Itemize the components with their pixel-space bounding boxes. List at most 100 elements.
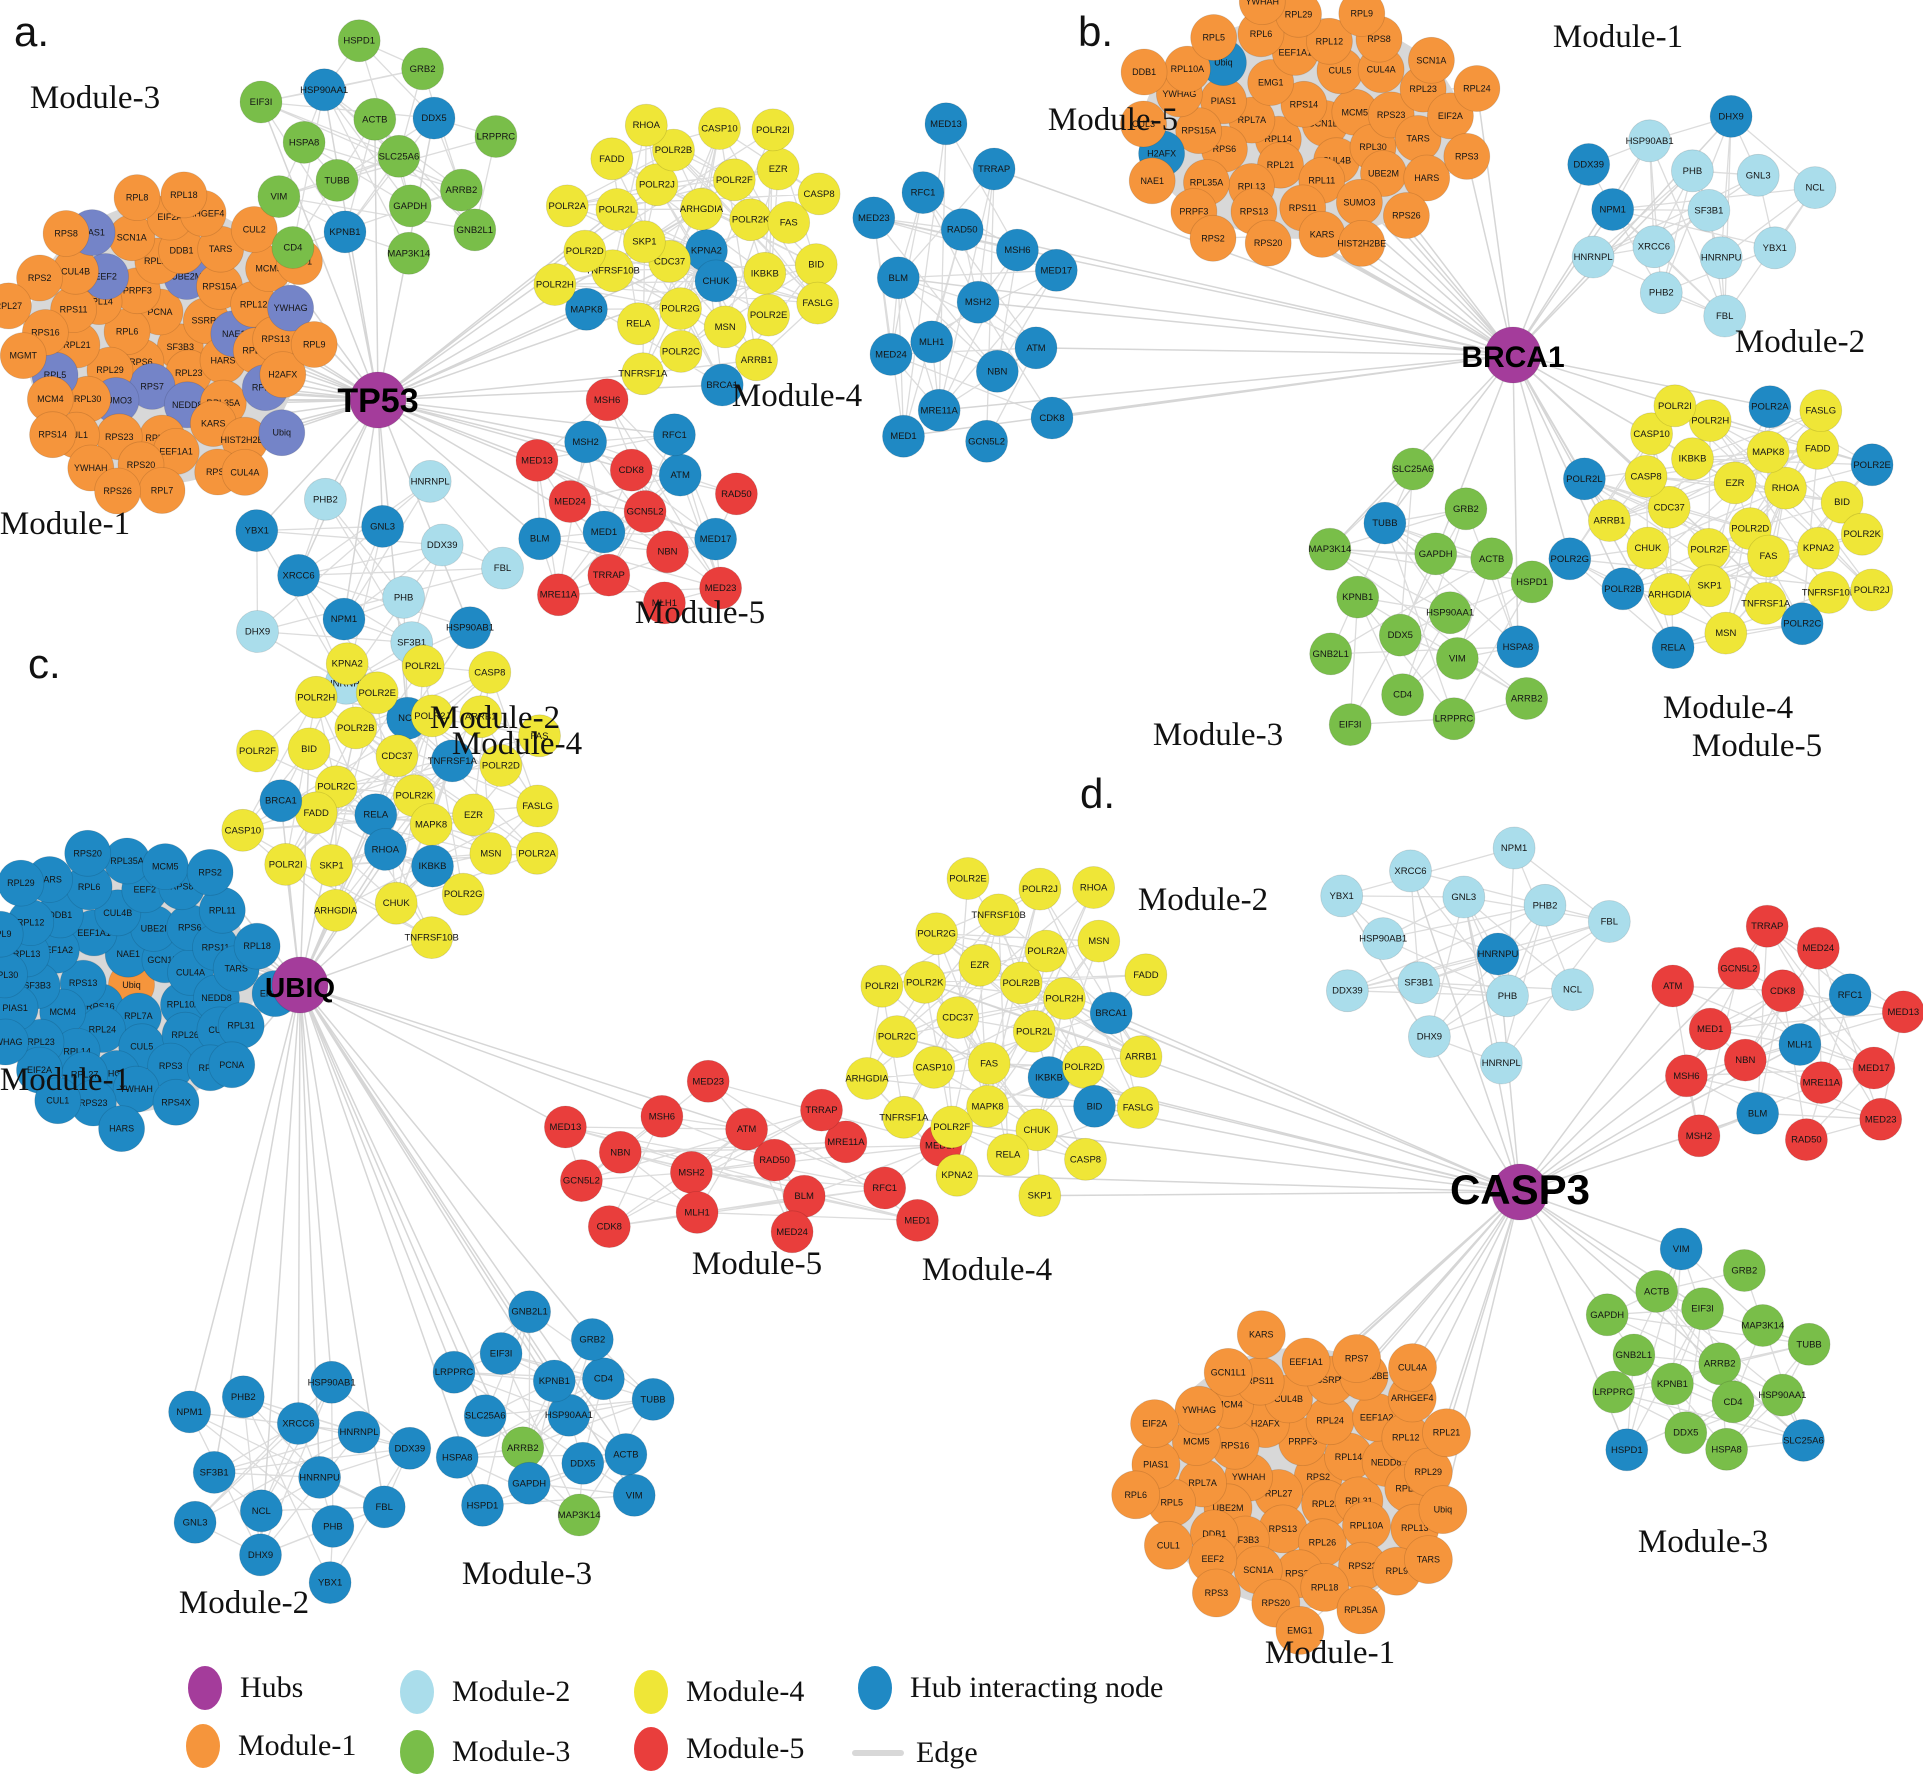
svg-text:GNB2L1: GNB2L1 xyxy=(1312,649,1348,660)
svg-text:MCM5: MCM5 xyxy=(152,862,179,872)
svg-text:EEF1A1: EEF1A1 xyxy=(1279,47,1313,57)
legend-label-hubs: Hubs xyxy=(240,1671,304,1704)
node-RPS2: RPS2 xyxy=(16,254,63,302)
node-MSN: MSN xyxy=(469,832,513,875)
svg-text:RPL6: RPL6 xyxy=(1124,1490,1147,1500)
svg-text:MLH1: MLH1 xyxy=(1787,1040,1812,1051)
svg-text:RPL6: RPL6 xyxy=(1250,29,1273,39)
node-MAPK8: MAPK8 xyxy=(565,287,608,331)
module-label: Module-1 xyxy=(1265,1635,1395,1671)
svg-text:BLM: BLM xyxy=(794,1191,814,1202)
node-FASLG: FASLG xyxy=(1116,1086,1160,1129)
svg-text:HNRNPL: HNRNPL xyxy=(339,1427,378,1438)
node-POLR2I: POLR2I xyxy=(1653,384,1697,428)
node-GCN5L2: GCN5L2 xyxy=(965,419,1008,463)
node-CASP8: CASP8 xyxy=(1064,1137,1107,1181)
svg-text:POLR2E: POLR2E xyxy=(949,874,987,885)
legend-label-hub-interacting-node: Hub interacting node xyxy=(910,1671,1164,1704)
node-DDX39: DDX39 xyxy=(1567,143,1611,186)
svg-text:KPNB1: KPNB1 xyxy=(539,1376,570,1387)
svg-text:MCM4: MCM4 xyxy=(1216,1399,1243,1409)
svg-text:PCNA: PCNA xyxy=(147,307,172,317)
svg-text:POLR2L: POLR2L xyxy=(1566,474,1602,485)
node-DHX9: DHX9 xyxy=(236,610,279,653)
svg-text:HSPD1: HSPD1 xyxy=(467,1500,499,1511)
svg-text:KARS: KARS xyxy=(1310,229,1335,239)
svg-text:RPL30: RPL30 xyxy=(1359,142,1387,152)
node-EZR: EZR xyxy=(756,147,800,191)
svg-text:EIF2A: EIF2A xyxy=(27,1065,52,1075)
svg-text:EEF1A2: EEF1A2 xyxy=(40,945,74,955)
svg-text:HSP90AA1: HSP90AA1 xyxy=(300,85,348,96)
svg-text:CASP8: CASP8 xyxy=(1070,1154,1101,1165)
svg-text:HARS: HARS xyxy=(210,355,235,365)
node-MLH1: MLH1 xyxy=(675,1191,719,1234)
module-label: Module-2 xyxy=(430,700,560,736)
svg-text:MRE11A: MRE11A xyxy=(827,1137,865,1148)
svg-text:POLR2B: POLR2B xyxy=(337,723,375,734)
svg-text:SCN1A: SCN1A xyxy=(1416,55,1446,65)
svg-text:TNFRSF10B: TNFRSF10B xyxy=(405,933,459,944)
svg-text:RPL8: RPL8 xyxy=(126,193,149,203)
svg-text:MED24: MED24 xyxy=(554,497,586,508)
svg-text:CUL4A: CUL4A xyxy=(176,967,205,977)
node-HNRNPL: HNRNPL xyxy=(1479,1041,1523,1085)
svg-text:POLR2G: POLR2G xyxy=(917,929,956,940)
legend-swatch-module3 xyxy=(400,1730,434,1774)
svg-text:SF3B3: SF3B3 xyxy=(167,342,195,352)
node-ARRB2: ARRB2 xyxy=(1505,677,1549,720)
svg-text:VIM: VIM xyxy=(1449,654,1466,665)
node-CASP10: CASP10 xyxy=(1630,412,1673,456)
svg-text:SLC25A6: SLC25A6 xyxy=(1393,464,1434,475)
svg-text:HIST2H2BE: HIST2H2BE xyxy=(220,435,269,445)
node-EIF3I: EIF3I xyxy=(1328,703,1372,746)
node-MSN: MSN xyxy=(1077,919,1121,963)
node-MAP3K14: MAP3K14 xyxy=(387,231,431,275)
svg-text:MED24: MED24 xyxy=(875,349,907,360)
svg-text:MAPK8: MAPK8 xyxy=(1752,447,1784,458)
node-EMG1: EMG1 xyxy=(1275,1606,1325,1655)
svg-text:RPL10A: RPL10A xyxy=(167,1000,201,1010)
svg-text:MED1: MED1 xyxy=(591,527,617,538)
svg-text:MSH2: MSH2 xyxy=(678,1167,704,1178)
svg-text:HSP90AA1: HSP90AA1 xyxy=(1758,1390,1806,1401)
node-SF3B1: SF3B1 xyxy=(1687,188,1731,232)
node-RPS14: RPS14 xyxy=(29,411,76,459)
hub-edges xyxy=(188,984,385,1555)
svg-text:MSN: MSN xyxy=(1088,936,1109,947)
svg-text:POLR2K: POLR2K xyxy=(906,977,944,988)
svg-text:MED1: MED1 xyxy=(890,431,916,442)
svg-text:NBN: NBN xyxy=(610,1147,630,1158)
node-RPS3: RPS3 xyxy=(1192,1568,1241,1618)
svg-text:POLR2J: POLR2J xyxy=(1022,884,1058,895)
node-SF3B1: SF3B1 xyxy=(192,1451,236,1494)
svg-text:VIM: VIM xyxy=(1673,1244,1690,1255)
svg-text:MLH1: MLH1 xyxy=(684,1207,709,1218)
svg-text:DDX5: DDX5 xyxy=(1673,1428,1698,1439)
svg-text:MSH2: MSH2 xyxy=(572,437,598,448)
node-MLH1: MLH1 xyxy=(643,581,686,625)
svg-text:MED17: MED17 xyxy=(1858,1063,1890,1074)
node-BID: BID xyxy=(794,243,838,287)
svg-text:CUL4A: CUL4A xyxy=(230,467,259,477)
node-ACTB: ACTB xyxy=(604,1433,648,1476)
svg-text:YBX1: YBX1 xyxy=(318,1578,342,1589)
svg-text:RPL14: RPL14 xyxy=(63,1046,91,1056)
svg-text:MCM5: MCM5 xyxy=(255,264,282,274)
svg-text:RPL35A: RPL35A xyxy=(1344,1605,1378,1615)
node-HNRNPL: HNRNPL xyxy=(337,1410,381,1454)
svg-text:NPM1: NPM1 xyxy=(1501,843,1527,854)
svg-text:MED23: MED23 xyxy=(692,1076,724,1087)
svg-text:FAS: FAS xyxy=(531,731,549,742)
svg-text:POLR2J: POLR2J xyxy=(414,711,450,722)
svg-text:EIF2A: EIF2A xyxy=(1142,1419,1167,1429)
node-POLR2F: POLR2F xyxy=(930,1105,974,1149)
node-VIM: VIM xyxy=(1659,1227,1703,1271)
svg-text:RPS2: RPS2 xyxy=(28,273,52,283)
svg-text:SSRP1: SSRP1 xyxy=(192,316,222,326)
svg-text:RPL30: RPL30 xyxy=(0,970,18,980)
svg-text:POLR2G: POLR2G xyxy=(444,889,483,900)
svg-text:MED1: MED1 xyxy=(904,1215,930,1226)
svg-text:POLR2A: POLR2A xyxy=(549,201,587,212)
node-FADD: FADD xyxy=(294,791,338,835)
